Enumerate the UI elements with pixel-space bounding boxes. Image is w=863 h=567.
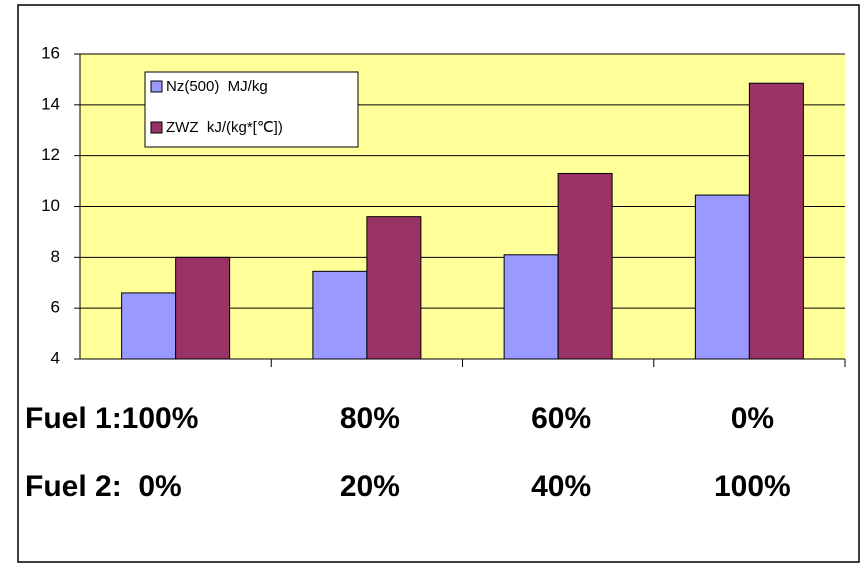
x-tick-label: 0% (731, 402, 774, 435)
legend-label: ZWZ kJ/(kg*[℃]) (166, 119, 283, 136)
bar (366, 216, 422, 360)
bar (557, 172, 613, 360)
y-tick-label: 10 (41, 196, 60, 215)
x-tick-label: 60% (531, 402, 591, 435)
bar (748, 82, 804, 360)
x-tick-label: Fuel 2: 0% (25, 470, 182, 503)
x-tick-label: 100% (714, 470, 791, 503)
bar (121, 292, 177, 360)
x-tick-label: Fuel 1:100% (25, 402, 198, 435)
legend-swatch (150, 121, 163, 134)
y-tick-label: 8 (51, 247, 60, 266)
bar (694, 194, 750, 360)
bar (503, 254, 559, 360)
legend-box (144, 71, 359, 148)
y-tick-label: 6 (51, 298, 60, 317)
y-tick-label: 12 (41, 145, 60, 164)
bar (312, 270, 368, 360)
x-tick-label: 80% (340, 402, 400, 435)
x-tick-label: 20% (340, 470, 400, 503)
legend-label: Nz(500) MJ/kg (166, 78, 268, 95)
y-tick-label: 14 (41, 94, 60, 113)
x-tick-label: 40% (531, 470, 591, 503)
y-tick-label: 16 (41, 43, 60, 62)
y-tick-label: 4 (51, 348, 60, 367)
legend-swatch (150, 80, 163, 93)
bar (175, 256, 231, 360)
